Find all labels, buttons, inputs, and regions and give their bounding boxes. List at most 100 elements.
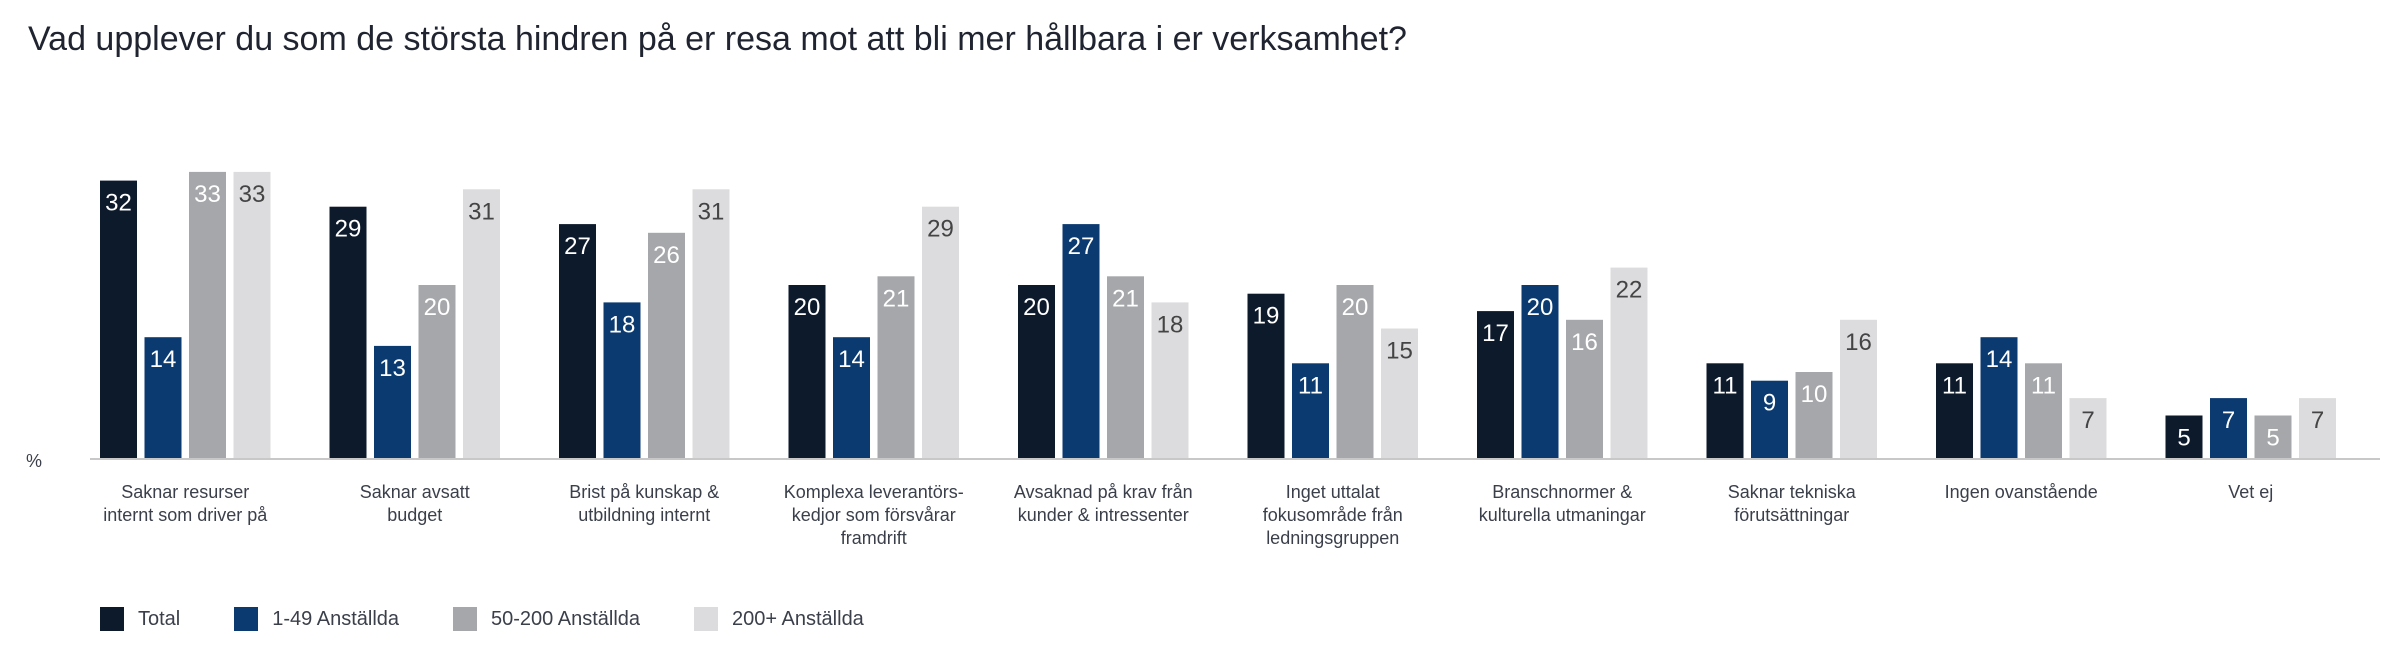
- bar: [692, 189, 730, 460]
- bar: [233, 171, 271, 459]
- legend-label: 200+ Anställda: [732, 607, 864, 630]
- bar-value-label: 5: [2266, 425, 2279, 452]
- bar-value-label: 29: [927, 216, 954, 243]
- bar: [1610, 267, 1648, 459]
- bar: [1247, 293, 1285, 459]
- bar: [648, 232, 685, 459]
- bar-value-label: 7: [2081, 407, 2094, 434]
- bar-value-label: 7: [2222, 407, 2235, 434]
- bar-value-label: 7: [2311, 407, 2324, 434]
- category-label: Avsaknad på krav från kunder & intressent…: [1014, 482, 1193, 525]
- bar-value-label: 5: [2177, 425, 2190, 452]
- bar: [100, 180, 137, 459]
- bar: [1706, 363, 1744, 459]
- bar: [2025, 363, 2062, 459]
- bar: [1018, 285, 1055, 459]
- category-label: Vet ej: [2228, 482, 2273, 502]
- category-label: Saknar avsatt budget: [360, 482, 470, 525]
- bar: [1795, 372, 1833, 459]
- bar: [1381, 328, 1418, 459]
- legend-item: 1-49 Anställda: [234, 607, 399, 631]
- bar: [1566, 319, 1603, 459]
- bar-value-label: 13: [379, 355, 406, 382]
- bar-value-label: 20: [1342, 294, 1369, 321]
- bar: [144, 337, 182, 459]
- legend-item: 50-200 Anställda: [453, 607, 640, 631]
- bar: [1477, 311, 1514, 459]
- bar: [329, 206, 367, 459]
- bar-value-label: 27: [1068, 233, 1095, 260]
- bar-value-label: 18: [1157, 311, 1184, 338]
- bar-value-label: 18: [609, 311, 636, 338]
- bar-value-label: 10: [1801, 381, 1828, 408]
- bar: [2165, 415, 2203, 459]
- bar: [418, 285, 456, 459]
- category-label: Saknar resurser internt som driver på: [103, 482, 268, 525]
- y-axis-unit-label: %: [26, 451, 42, 471]
- bar-value-label: 31: [468, 198, 495, 225]
- bar: [374, 345, 411, 459]
- category-label: Branschnormer & kulturella utmaningar: [1479, 482, 1646, 525]
- bar: [1107, 276, 1144, 459]
- category-label: Brist på kunskap & utbildning internt: [569, 482, 719, 525]
- bar-value-label: 14: [838, 346, 865, 373]
- bar: [2299, 398, 2336, 459]
- category-label: Komplexa leverantörs-kedjor som försvåra…: [784, 482, 964, 548]
- legend-label: 1-49 Anställda: [272, 607, 400, 630]
- bar: [1936, 363, 1973, 459]
- bar-value-label: 33: [239, 181, 266, 208]
- bars-layer: 32 14 33 33 29 13 20 31 27 18 26 31 20 14 21 29 20 27 21 18…: [100, 171, 2336, 460]
- bar-value-label: 17: [1482, 320, 1509, 347]
- bar-value-label: 11: [1713, 372, 1738, 399]
- bar-value-label: 20: [424, 294, 451, 321]
- bar: [2069, 398, 2107, 459]
- bar: [788, 285, 826, 459]
- legend-label: Total: [138, 607, 181, 630]
- bar-value-label: 31: [698, 198, 725, 225]
- bar-value-label: 14: [150, 346, 177, 373]
- bar: [1151, 302, 1189, 459]
- bar: [559, 224, 596, 459]
- bar-value-label: 21: [883, 285, 910, 312]
- bar: [1980, 337, 2018, 459]
- bar-value-label: 33: [194, 181, 221, 208]
- bar: [463, 189, 500, 460]
- bar-value-label: 11: [1298, 372, 1323, 399]
- bar: [877, 276, 915, 459]
- bar-value-label: 11: [2031, 372, 2056, 399]
- bar-value-label: 20: [794, 294, 821, 321]
- legend-item: 200+ Anställda: [694, 607, 864, 631]
- bar-value-label: 11: [1942, 372, 1967, 399]
- bar-value-label: 29: [335, 216, 362, 243]
- bar: [1840, 319, 1877, 459]
- bar-value-label: 16: [1571, 329, 1598, 356]
- bar-value-label: 26: [653, 242, 680, 269]
- bar: [1062, 224, 1100, 459]
- bar-value-label: 14: [1986, 346, 2013, 373]
- bar-value-label: 21: [1112, 285, 1139, 312]
- bar-value-label: 16: [1845, 329, 1872, 356]
- category-label: Ingen ovanstående: [1945, 482, 2098, 502]
- bar: [189, 171, 226, 459]
- bar: [2210, 398, 2247, 459]
- legend-swatch: [694, 607, 719, 631]
- bar-value-label: 22: [1616, 277, 1643, 304]
- bar: [1751, 380, 1788, 459]
- chart-title: Vad upplever du som de största hindren p…: [28, 20, 1407, 58]
- legend: Total 1-49 Anställda 50-200 Anställda 200+ …: [100, 607, 864, 631]
- bar-value-label: 20: [1023, 294, 1050, 321]
- bar: [603, 302, 641, 459]
- bar-value-label: 9: [1763, 390, 1776, 417]
- category-labels: Saknar resurser internt som driver på Sakn…: [103, 482, 2273, 548]
- bar: [1336, 285, 1374, 459]
- bar-value-label: 27: [564, 233, 591, 260]
- bar: [1521, 285, 1559, 459]
- legend-item: Total: [100, 607, 180, 631]
- bar-value-label: 19: [1253, 303, 1280, 330]
- category-label: Saknar tekniska förutsättningar: [1728, 482, 1857, 525]
- legend-swatch: [234, 607, 259, 631]
- bar: [1292, 363, 1329, 459]
- bar: [833, 337, 870, 459]
- category-label: Inget uttalat fokusområde från ledningsgru…: [1263, 482, 1403, 548]
- bar-value-label: 20: [1527, 294, 1554, 321]
